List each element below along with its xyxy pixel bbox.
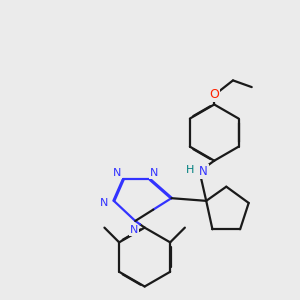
Text: N: N xyxy=(150,168,158,178)
Text: O: O xyxy=(209,88,219,101)
Text: H: H xyxy=(186,165,194,175)
Text: N: N xyxy=(199,165,208,178)
Text: N: N xyxy=(113,168,122,178)
Text: N: N xyxy=(130,226,138,236)
Text: N: N xyxy=(100,198,109,208)
